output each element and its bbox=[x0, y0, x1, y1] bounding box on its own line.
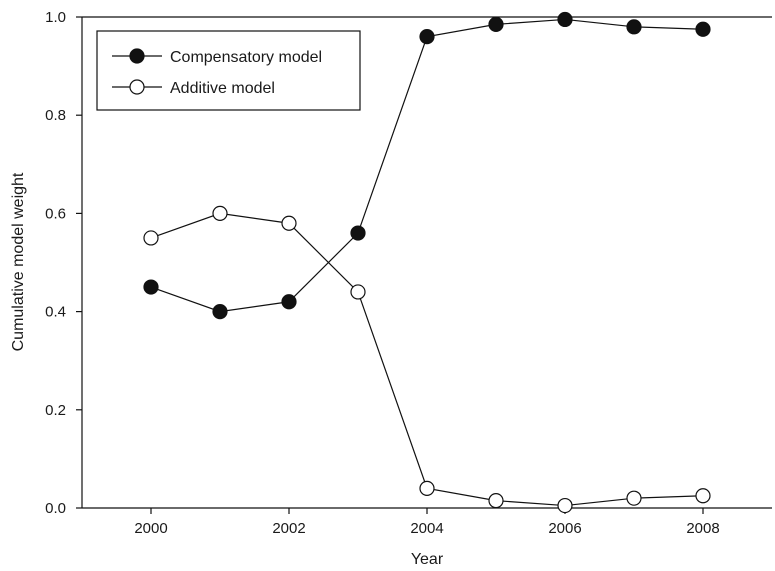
y-tick-label: 0.4 bbox=[45, 304, 66, 321]
legend: Compensatory model Additive model bbox=[96, 30, 361, 111]
y-tick-label: 1.0 bbox=[45, 9, 66, 26]
series-1-point bbox=[626, 490, 642, 506]
y-tick-label: 0.8 bbox=[45, 107, 66, 124]
y-tick-label: 0.2 bbox=[45, 402, 66, 419]
legend-marker-compensatory bbox=[129, 48, 145, 64]
series-0-point bbox=[281, 294, 297, 310]
series-1-point bbox=[695, 488, 711, 504]
series-markers bbox=[143, 11, 711, 514]
legend-label-compensatory: Compensatory model bbox=[170, 49, 322, 66]
series-1-point bbox=[350, 284, 366, 300]
y-axis-title: Cumulative model weight bbox=[10, 172, 27, 351]
y-tick-label: 0.0 bbox=[45, 500, 66, 517]
series-0-point bbox=[419, 29, 435, 45]
series-1-point bbox=[488, 493, 504, 509]
x-tick-label: 2008 bbox=[686, 520, 719, 537]
x-tick-label: 2004 bbox=[410, 520, 443, 537]
legend-box bbox=[96, 30, 361, 111]
series-0-point bbox=[557, 11, 573, 28]
ticks: 2000 2002 2004 2006 2008 0.0 0.2 0.4 0.6 0.8 1.0 bbox=[45, 9, 720, 537]
series-0-point bbox=[143, 279, 159, 295]
legend-marker-additive bbox=[129, 79, 145, 95]
series-0-point bbox=[488, 16, 504, 32]
y-tick-label: 0.6 bbox=[45, 205, 66, 222]
series-line-1 bbox=[150, 212, 704, 507]
series-1-point bbox=[281, 215, 297, 231]
series-0-point bbox=[212, 304, 228, 320]
x-tick-label: 2002 bbox=[272, 520, 305, 537]
x-tick-label: 2006 bbox=[548, 520, 581, 537]
series-1-point bbox=[419, 480, 435, 496]
series-1-point bbox=[143, 230, 159, 246]
series-0-point bbox=[350, 225, 366, 241]
series-1-point bbox=[212, 205, 228, 221]
x-axis-title: Year bbox=[411, 551, 444, 568]
series-1-point bbox=[557, 497, 573, 514]
legend-label-additive: Additive model bbox=[170, 80, 275, 97]
x-tick-label: 2000 bbox=[134, 520, 167, 537]
series-0-point bbox=[695, 21, 711, 37]
series-0-point bbox=[626, 19, 642, 35]
